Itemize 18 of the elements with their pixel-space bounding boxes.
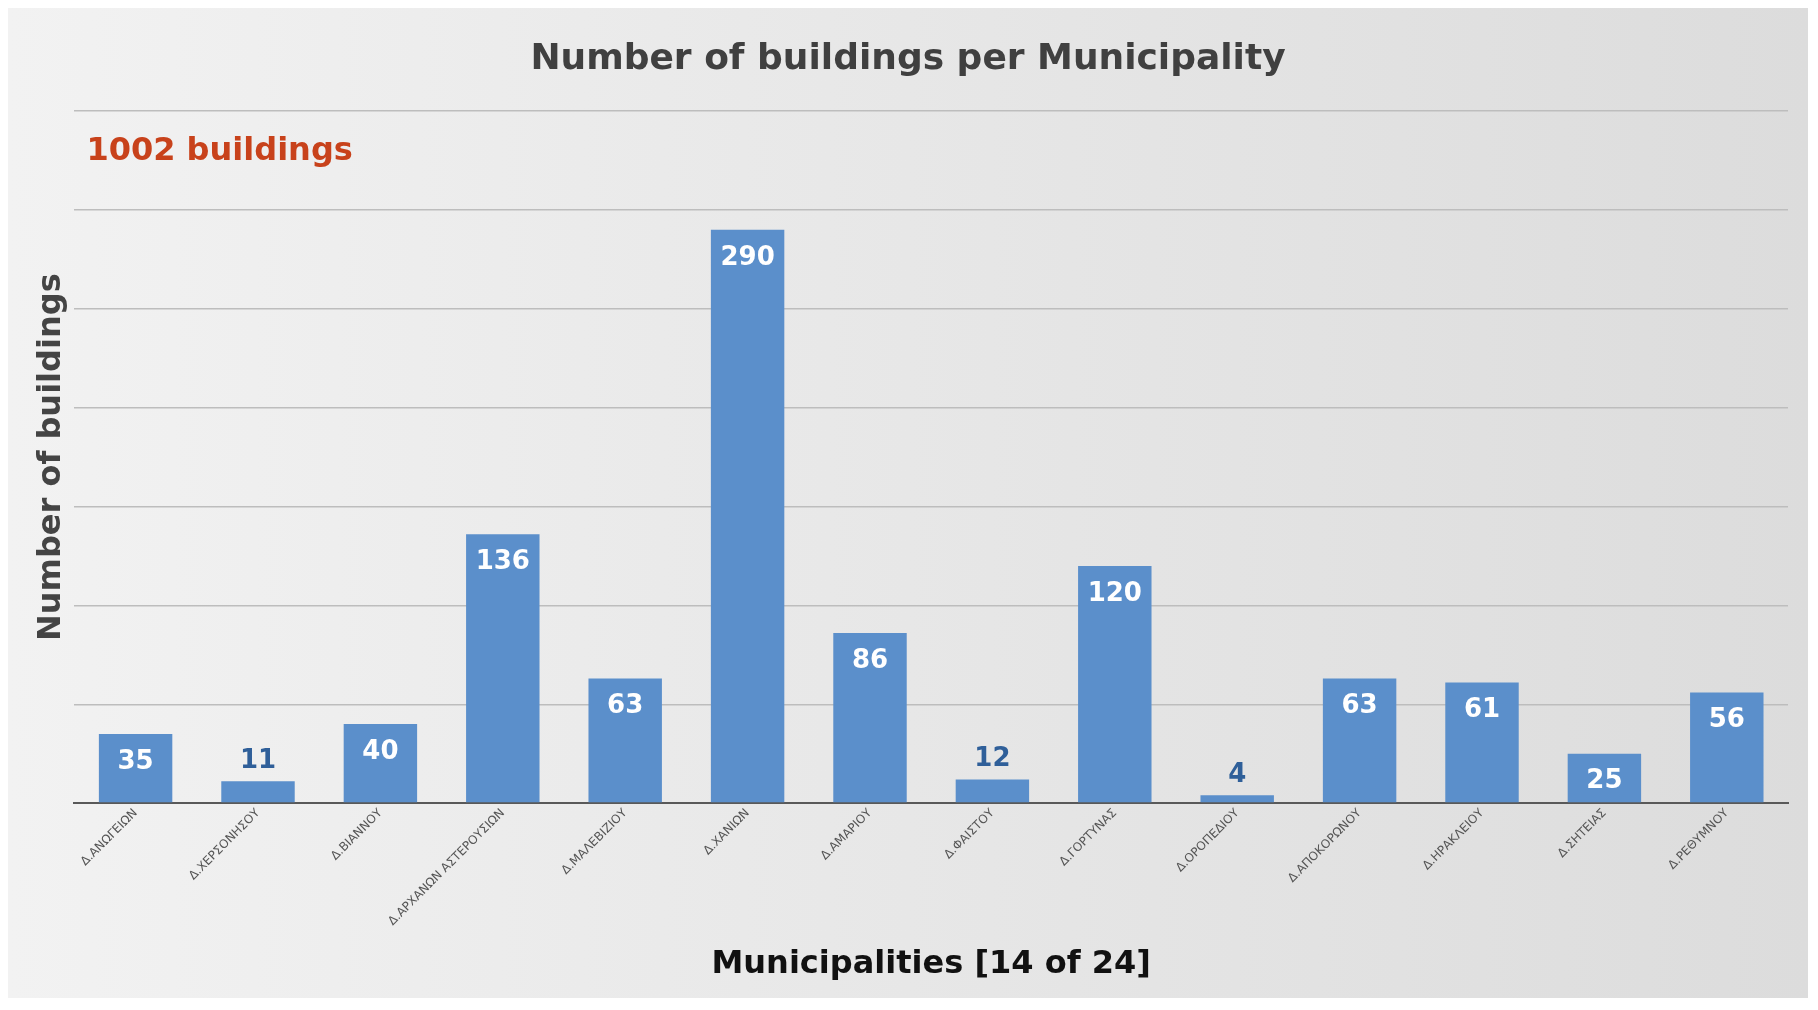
data-label: 12 [974, 742, 1011, 773]
data-label: 4 [1228, 757, 1247, 788]
data-label: 11 [239, 744, 277, 775]
chart-title: Number of buildings per Municipality [530, 35, 1286, 77]
data-label: 136 [475, 545, 530, 576]
data-label: 56 [1708, 703, 1745, 734]
annotation: 1002 buildings [86, 129, 353, 168]
data-label: 35 [117, 744, 154, 775]
data-label: 63 [1341, 689, 1378, 720]
data-label: 86 [851, 643, 889, 674]
y-axis-title: Number of buildings [29, 273, 68, 642]
data-label: 290 [720, 240, 775, 271]
x-axis-title: Municipalities [14 of 24] [711, 943, 1151, 982]
data-label: 25 [1586, 764, 1623, 795]
data-label: 61 [1463, 693, 1501, 724]
data-label: 63 [607, 689, 644, 720]
data-label: 40 [362, 734, 399, 765]
data-label: 120 [1087, 576, 1142, 607]
